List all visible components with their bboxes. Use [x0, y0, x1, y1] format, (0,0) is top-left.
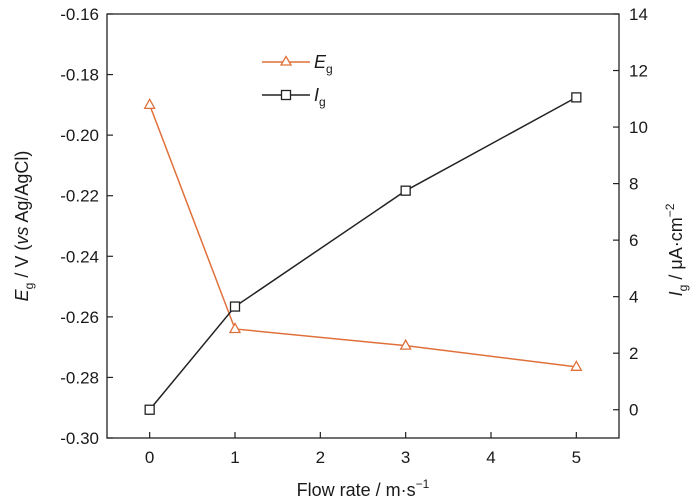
x-tick-label: 1: [230, 448, 239, 467]
x-tick-label: 0: [145, 448, 154, 467]
left-tick-label: -0.16: [60, 5, 99, 24]
left-axis-title: Eg / V (vs Ag/AgCl): [12, 151, 36, 302]
left-tick-label: -0.18: [60, 66, 99, 85]
plot-area-frame: [106, 13, 620, 439]
legend: Eg Ig: [262, 52, 333, 109]
left-y-axis: -0.30 -0.28 -0.26 -0.24 -0.22 -0.20 -0.18 -0.16: [60, 5, 113, 448]
legend-label-eg: Eg: [314, 52, 333, 76]
series-line-ig: [149, 96, 577, 411]
data-point-eg: [228, 322, 242, 334]
x-tick-label: 3: [401, 448, 410, 467]
right-tick-label: 12: [629, 62, 648, 81]
data-point-eg: [143, 98, 156, 110]
right-y-axis: 0 2 4 6 8 10 12 14: [613, 5, 648, 420]
left-tick-label: -0.22: [60, 187, 99, 206]
right-tick-label: 8: [629, 175, 638, 194]
data-point-ig: [400, 185, 411, 196]
right-tick-label: 14: [629, 5, 648, 24]
left-tick-label: -0.30: [60, 429, 99, 448]
left-tick-label: -0.24: [60, 247, 99, 266]
data-point-eg: [570, 359, 583, 371]
legend-entry-ig: Ig: [262, 85, 326, 109]
legend-label-ig: Ig: [314, 85, 326, 109]
right-tick-label: 6: [629, 231, 638, 250]
series-line-eg: [148, 104, 577, 368]
left-tick-label: -0.28: [60, 368, 99, 387]
right-axis-title: Ig / μA·cm−2: [663, 203, 690, 296]
legend-entry-eg: Eg: [262, 52, 333, 76]
x-tick-label: 4: [486, 448, 495, 467]
left-tick-label: -0.26: [60, 308, 99, 327]
legend-triangle-marker-icon: [279, 55, 293, 66]
right-tick-label: 4: [629, 288, 638, 307]
x-axis-title: Flow rate / m·s−1: [297, 477, 430, 500]
data-point-ig: [571, 92, 582, 103]
x-tick-label: 5: [572, 448, 581, 467]
left-tick-label: -0.20: [60, 126, 99, 145]
data-point-ig: [229, 301, 241, 312]
data-point-ig: [144, 404, 155, 415]
x-tick-label: 2: [316, 448, 325, 467]
right-tick-label: 2: [629, 344, 638, 363]
right-tick-label: 10: [629, 118, 648, 137]
right-tick-label: 0: [629, 401, 638, 420]
series-layer: [143, 92, 583, 415]
x-axis: 0 1 2 3 4 5: [145, 432, 581, 467]
legend-square-marker-icon: [280, 89, 292, 101]
data-point-eg: [399, 338, 412, 350]
